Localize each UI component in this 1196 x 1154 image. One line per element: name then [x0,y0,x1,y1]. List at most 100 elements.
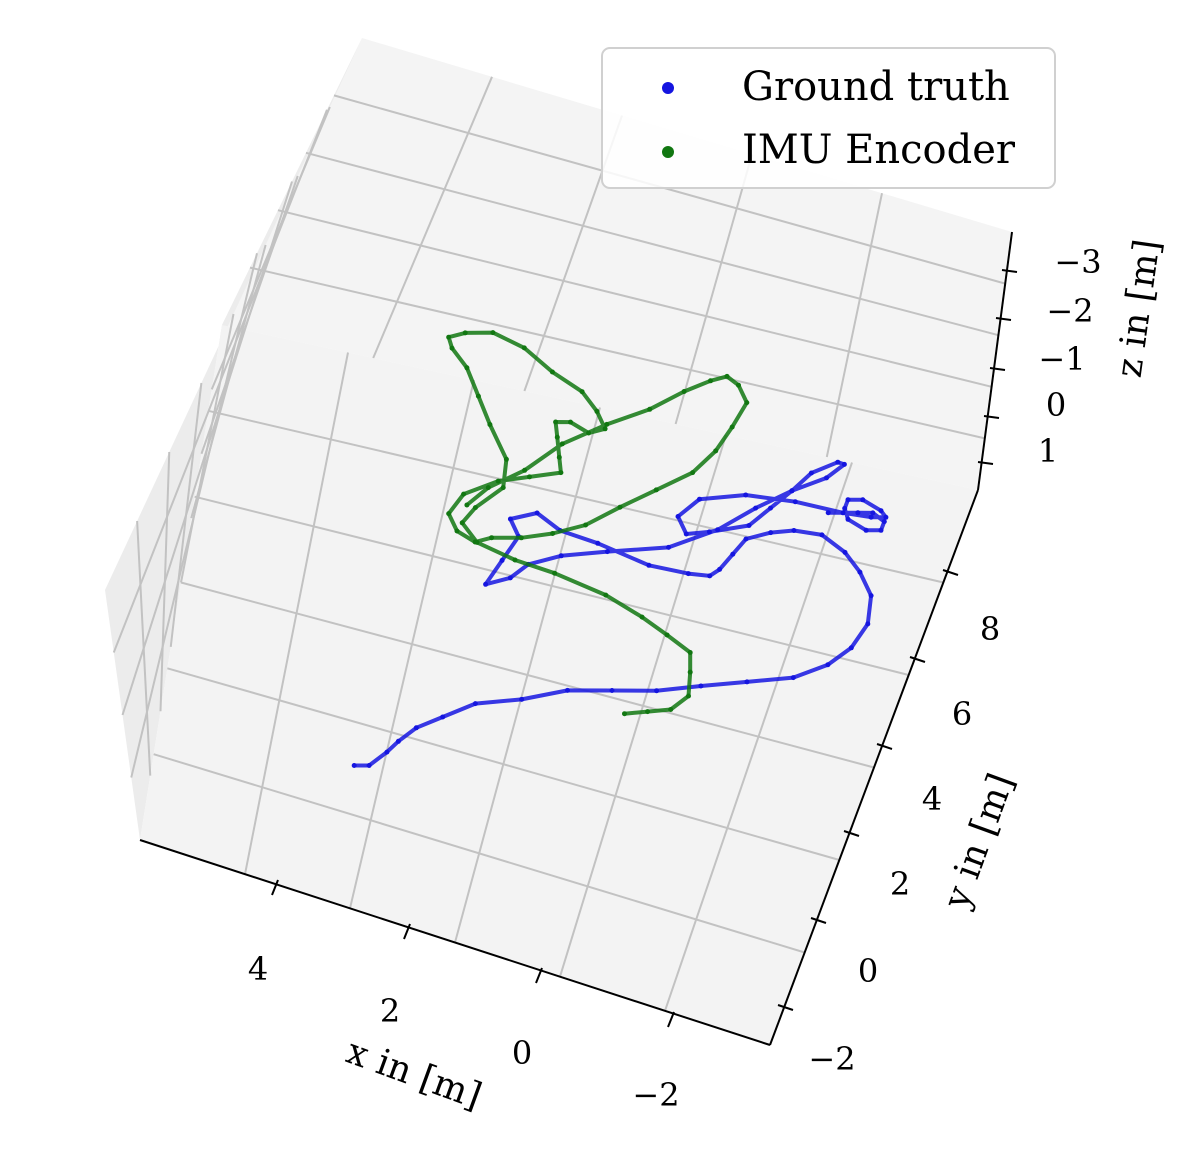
data-point [848,645,854,651]
data-point [646,562,652,568]
y-tick-mark [876,743,893,750]
data-point [868,514,874,520]
data-point [617,504,623,510]
data-point [768,530,774,536]
grid-line [249,266,986,440]
data-point [841,461,847,467]
data-point [724,373,730,379]
data-point [413,725,419,731]
data-point [842,549,848,555]
data-point [790,675,796,681]
data-point [595,540,601,546]
data-point [384,749,390,755]
data-point [863,527,869,533]
series-imu-encoder [446,330,750,717]
series-layer [351,330,889,768]
series-ground-truth [351,459,889,768]
data-point [746,523,752,528]
data-point [690,470,696,476]
data-point [835,459,841,465]
data-point [454,528,460,534]
z-tick-mark [977,461,994,465]
data-point [685,571,691,577]
data-point [792,499,798,505]
grid-line [112,109,328,653]
x-tick-mark [667,1011,675,1028]
z-tick-label: 1 [1038,432,1058,470]
grid-lines [112,76,1006,1012]
data-point [819,532,825,538]
data-point [825,662,831,668]
data-point [753,505,759,511]
data-point [565,687,570,693]
grid-line [277,209,992,388]
data-point [713,448,719,454]
data-point [743,492,749,498]
data-point [351,763,357,768]
data-point [554,434,560,440]
axis-line [769,489,979,1046]
data-point [487,422,493,427]
data-point [556,454,562,460]
x-tick-mark [403,923,411,940]
data-point [860,497,866,503]
data-point [490,330,496,336]
data-point [683,531,689,537]
data-point [472,701,478,707]
data-point [855,510,861,516]
z-tick-mark [983,415,1000,419]
z-tick-mark [989,367,1006,371]
y-tick-label: 0 [858,952,878,990]
data-point [697,496,702,502]
data-point [485,485,491,491]
data-point [472,539,478,545]
data-point [609,688,615,693]
data-point [518,535,524,541]
y-tick-label: 8 [980,610,1000,648]
data-point [730,551,736,557]
data-point [743,536,749,542]
y-tick-mark [843,830,860,837]
data-point [808,470,814,476]
data-point [825,510,831,516]
data-point [558,470,564,476]
z-tick-mark [1001,269,1018,273]
data-point [483,581,489,587]
data-point [645,709,651,715]
x-tick-label: 2 [380,992,400,1030]
data-point [686,693,691,699]
y-tick-label: 2 [890,865,910,903]
data-point [446,334,452,340]
data-point [883,514,889,520]
data-point [521,345,527,351]
data-point [553,419,559,425]
data-point [500,485,506,491]
data-point [558,553,564,559]
data-point [664,632,670,638]
z-axis-label: z in [m] [1109,237,1169,380]
data-point [707,573,713,579]
z-tick-label: 0 [1046,386,1066,424]
data-point [527,474,532,480]
data-point [495,478,501,484]
series-trajectory [446,330,749,716]
y-tick-label: −2 [808,1040,855,1078]
axis-line [977,231,1013,491]
data-point [647,406,653,412]
x-tick-label: 4 [248,950,268,988]
x-tick-mark [271,879,279,896]
data-point [461,491,467,497]
data-point [715,527,721,533]
legend-label-ground-truth: Ground truth [742,64,1010,110]
y-tick-label: 4 [922,780,942,818]
data-point [708,378,713,384]
data-point [464,365,470,371]
data-point [549,369,555,375]
data-point [559,441,565,447]
legend-marker-imu-encoder [662,146,674,158]
data-point [717,566,723,572]
y-tick-mark [909,656,926,663]
data-point [534,510,540,516]
